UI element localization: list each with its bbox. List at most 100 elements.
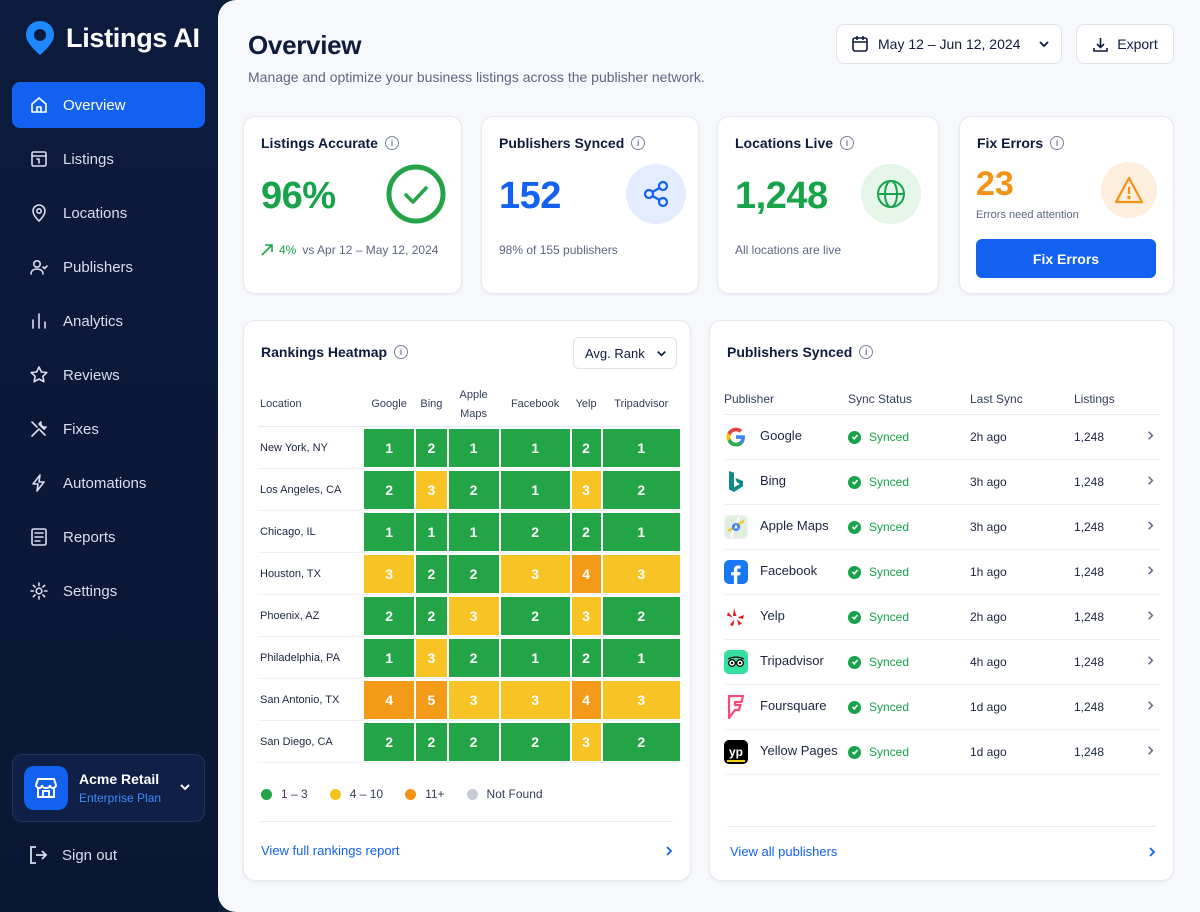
sign-out-button[interactable]: Sign out — [28, 845, 117, 865]
publisher-cell: Google — [724, 415, 848, 460]
chevron-right-icon[interactable] — [1144, 699, 1157, 712]
table-row[interactable]: Yelp Synced 2h ago 1,248 — [724, 595, 1160, 640]
info-icon[interactable]: i — [859, 345, 874, 359]
heatmap-cell[interactable]: 2 — [364, 596, 415, 635]
heatmap-cell[interactable]: 2 — [500, 596, 570, 635]
chevron-right-icon[interactable] — [1144, 429, 1157, 442]
sidebar-item-fixes[interactable]: Fixes — [12, 406, 205, 452]
heatmap-cell[interactable]: 2 — [364, 722, 415, 761]
heatmap-cell[interactable]: 2 — [500, 512, 570, 551]
date-range-picker[interactable]: May 12 – Jun 12, 2024 — [836, 24, 1062, 64]
heatmap-cell[interactable]: 1 — [500, 470, 570, 509]
sync-status-cell: Synced — [848, 505, 970, 550]
heatmap-cell[interactable]: 1 — [416, 512, 447, 551]
chevron-cell — [1144, 595, 1160, 640]
sidebar-item-listings[interactable]: Listings — [12, 136, 205, 182]
heatmap-cell[interactable]: 5 — [416, 680, 447, 719]
heatmap-cell[interactable]: 3 — [571, 722, 601, 761]
heatmap-cell[interactable]: 2 — [416, 596, 447, 635]
heatmap-cell[interactable]: 3 — [602, 554, 680, 593]
view-all-publishers-link[interactable]: View all publishers — [730, 844, 838, 859]
heatmap-cell[interactable]: 3 — [500, 554, 570, 593]
info-icon[interactable]: i — [840, 136, 855, 150]
chevron-right-icon[interactable] — [1144, 654, 1157, 667]
chevron-right-icon[interactable] — [1144, 744, 1157, 757]
chevron-right-icon[interactable] — [1144, 474, 1157, 487]
table-row[interactable]: Foursquare Synced 1d ago 1,248 — [724, 685, 1160, 730]
heatmap-cell[interactable]: 1 — [500, 638, 570, 677]
heatmap-cell[interactable]: 1 — [500, 428, 570, 467]
heatmap-cell[interactable]: 3 — [448, 596, 499, 635]
heatmap-cell[interactable]: 3 — [364, 554, 415, 593]
heatmap-cell[interactable]: 2 — [602, 596, 680, 635]
fix-errors-button[interactable]: Fix Errors — [976, 239, 1156, 278]
heatmap-cell[interactable]: 3 — [571, 470, 601, 509]
sidebar-item-automations[interactable]: Automations — [12, 460, 205, 506]
heatmap-cell[interactable]: 3 — [500, 680, 570, 719]
sidebar-item-analytics[interactable]: Analytics — [12, 298, 205, 344]
heatmap-cell[interactable]: 1 — [364, 638, 415, 677]
chevron-right-icon[interactable] — [662, 844, 676, 858]
info-icon[interactable]: i — [631, 136, 646, 150]
heatmap-cell[interactable]: 2 — [571, 638, 601, 677]
gear-icon — [30, 582, 48, 600]
heatmap-cell[interactable]: 4 — [364, 680, 415, 719]
sidebar-item-reviews[interactable]: Reviews — [12, 352, 205, 398]
heatmap-cell[interactable]: 2 — [571, 428, 601, 467]
heatmap-cell[interactable]: 1 — [448, 512, 499, 551]
heatmap-cell[interactable]: 2 — [448, 722, 499, 761]
view-rankings-report-link[interactable]: View full rankings report — [261, 843, 400, 858]
rank-metric-select[interactable]: Avg. Rank — [573, 337, 677, 369]
location-name: Philadelphia, PA — [258, 637, 363, 679]
heatmap-cell[interactable]: 2 — [416, 554, 447, 593]
heatmap-cell[interactable]: 2 — [448, 554, 499, 593]
heatmap-cell[interactable]: 4 — [571, 554, 601, 593]
account-switcher[interactable]: Acme Retail Enterprise Plan — [12, 754, 205, 822]
heatmap-cell[interactable]: 3 — [571, 596, 601, 635]
heatmap-cell[interactable]: 2 — [448, 638, 499, 677]
table-row[interactable]: yp Yellow Pages Synced 1d ago 1,248 — [724, 730, 1160, 775]
heatmap-cell[interactable]: 2 — [602, 470, 680, 509]
chevron-right-icon[interactable] — [1144, 564, 1157, 577]
sidebar-item-overview[interactable]: Overview — [12, 82, 205, 128]
table-row[interactable]: Tripadvisor Synced 4h ago 1,248 — [724, 640, 1160, 685]
brand[interactable]: Listings AI — [24, 20, 200, 56]
table-row[interactable]: Apple Maps Synced 3h ago 1,248 — [724, 505, 1160, 550]
heatmap-cell[interactable]: 3 — [416, 638, 447, 677]
chevron-right-icon[interactable] — [1144, 609, 1157, 622]
heatmap-cell[interactable]: 2 — [364, 470, 415, 509]
sidebar-item-locations[interactable]: Locations — [12, 190, 205, 236]
heatmap-cell-td: 3 — [570, 595, 602, 637]
sidebar-item-label: Settings — [63, 582, 118, 600]
export-button[interactable]: Export — [1076, 24, 1174, 64]
heatmap-cell[interactable]: 1 — [602, 638, 680, 677]
info-icon[interactable]: i — [394, 345, 409, 359]
heatmap-cell[interactable]: 3 — [602, 680, 680, 719]
info-icon[interactable]: i — [384, 136, 399, 150]
heatmap-cell[interactable]: 2 — [448, 470, 499, 509]
heatmap-cell[interactable]: 1 — [602, 428, 680, 467]
sidebar-item-settings[interactable]: Settings — [12, 568, 205, 614]
sidebar-item-reports[interactable]: Reports — [12, 514, 205, 560]
table-row[interactable]: Bing Synced 3h ago 1,248 — [724, 460, 1160, 505]
heatmap-cell[interactable]: 2 — [416, 428, 447, 467]
heatmap-cell[interactable]: 2 — [571, 512, 601, 551]
info-icon[interactable]: i — [1050, 136, 1065, 150]
heatmap-cell[interactable]: 1 — [602, 512, 680, 551]
heatmap-cell[interactable]: 2 — [500, 722, 570, 761]
heatmap-cell[interactable]: 2 — [416, 722, 447, 761]
chevron-right-icon[interactable] — [1144, 519, 1157, 532]
heatmap-cell[interactable]: 1 — [364, 428, 415, 467]
heatmap-cell[interactable]: 4 — [571, 680, 601, 719]
chevron-right-icon[interactable] — [1145, 845, 1159, 859]
heatmap-cell[interactable]: 1 — [364, 512, 415, 551]
heatmap-cell[interactable]: 3 — [448, 680, 499, 719]
sidebar-item-publishers[interactable]: Publishers — [12, 244, 205, 290]
heatmap-cell-td: 2 — [499, 721, 571, 763]
heatmap-cell-td: 2 — [601, 469, 681, 511]
table-row[interactable]: Google Synced 2h ago 1,248 — [724, 415, 1160, 460]
table-row[interactable]: Facebook Synced 1h ago 1,248 — [724, 550, 1160, 595]
heatmap-cell[interactable]: 3 — [416, 470, 447, 509]
heatmap-cell[interactable]: 1 — [448, 428, 499, 467]
heatmap-cell[interactable]: 2 — [602, 722, 680, 761]
